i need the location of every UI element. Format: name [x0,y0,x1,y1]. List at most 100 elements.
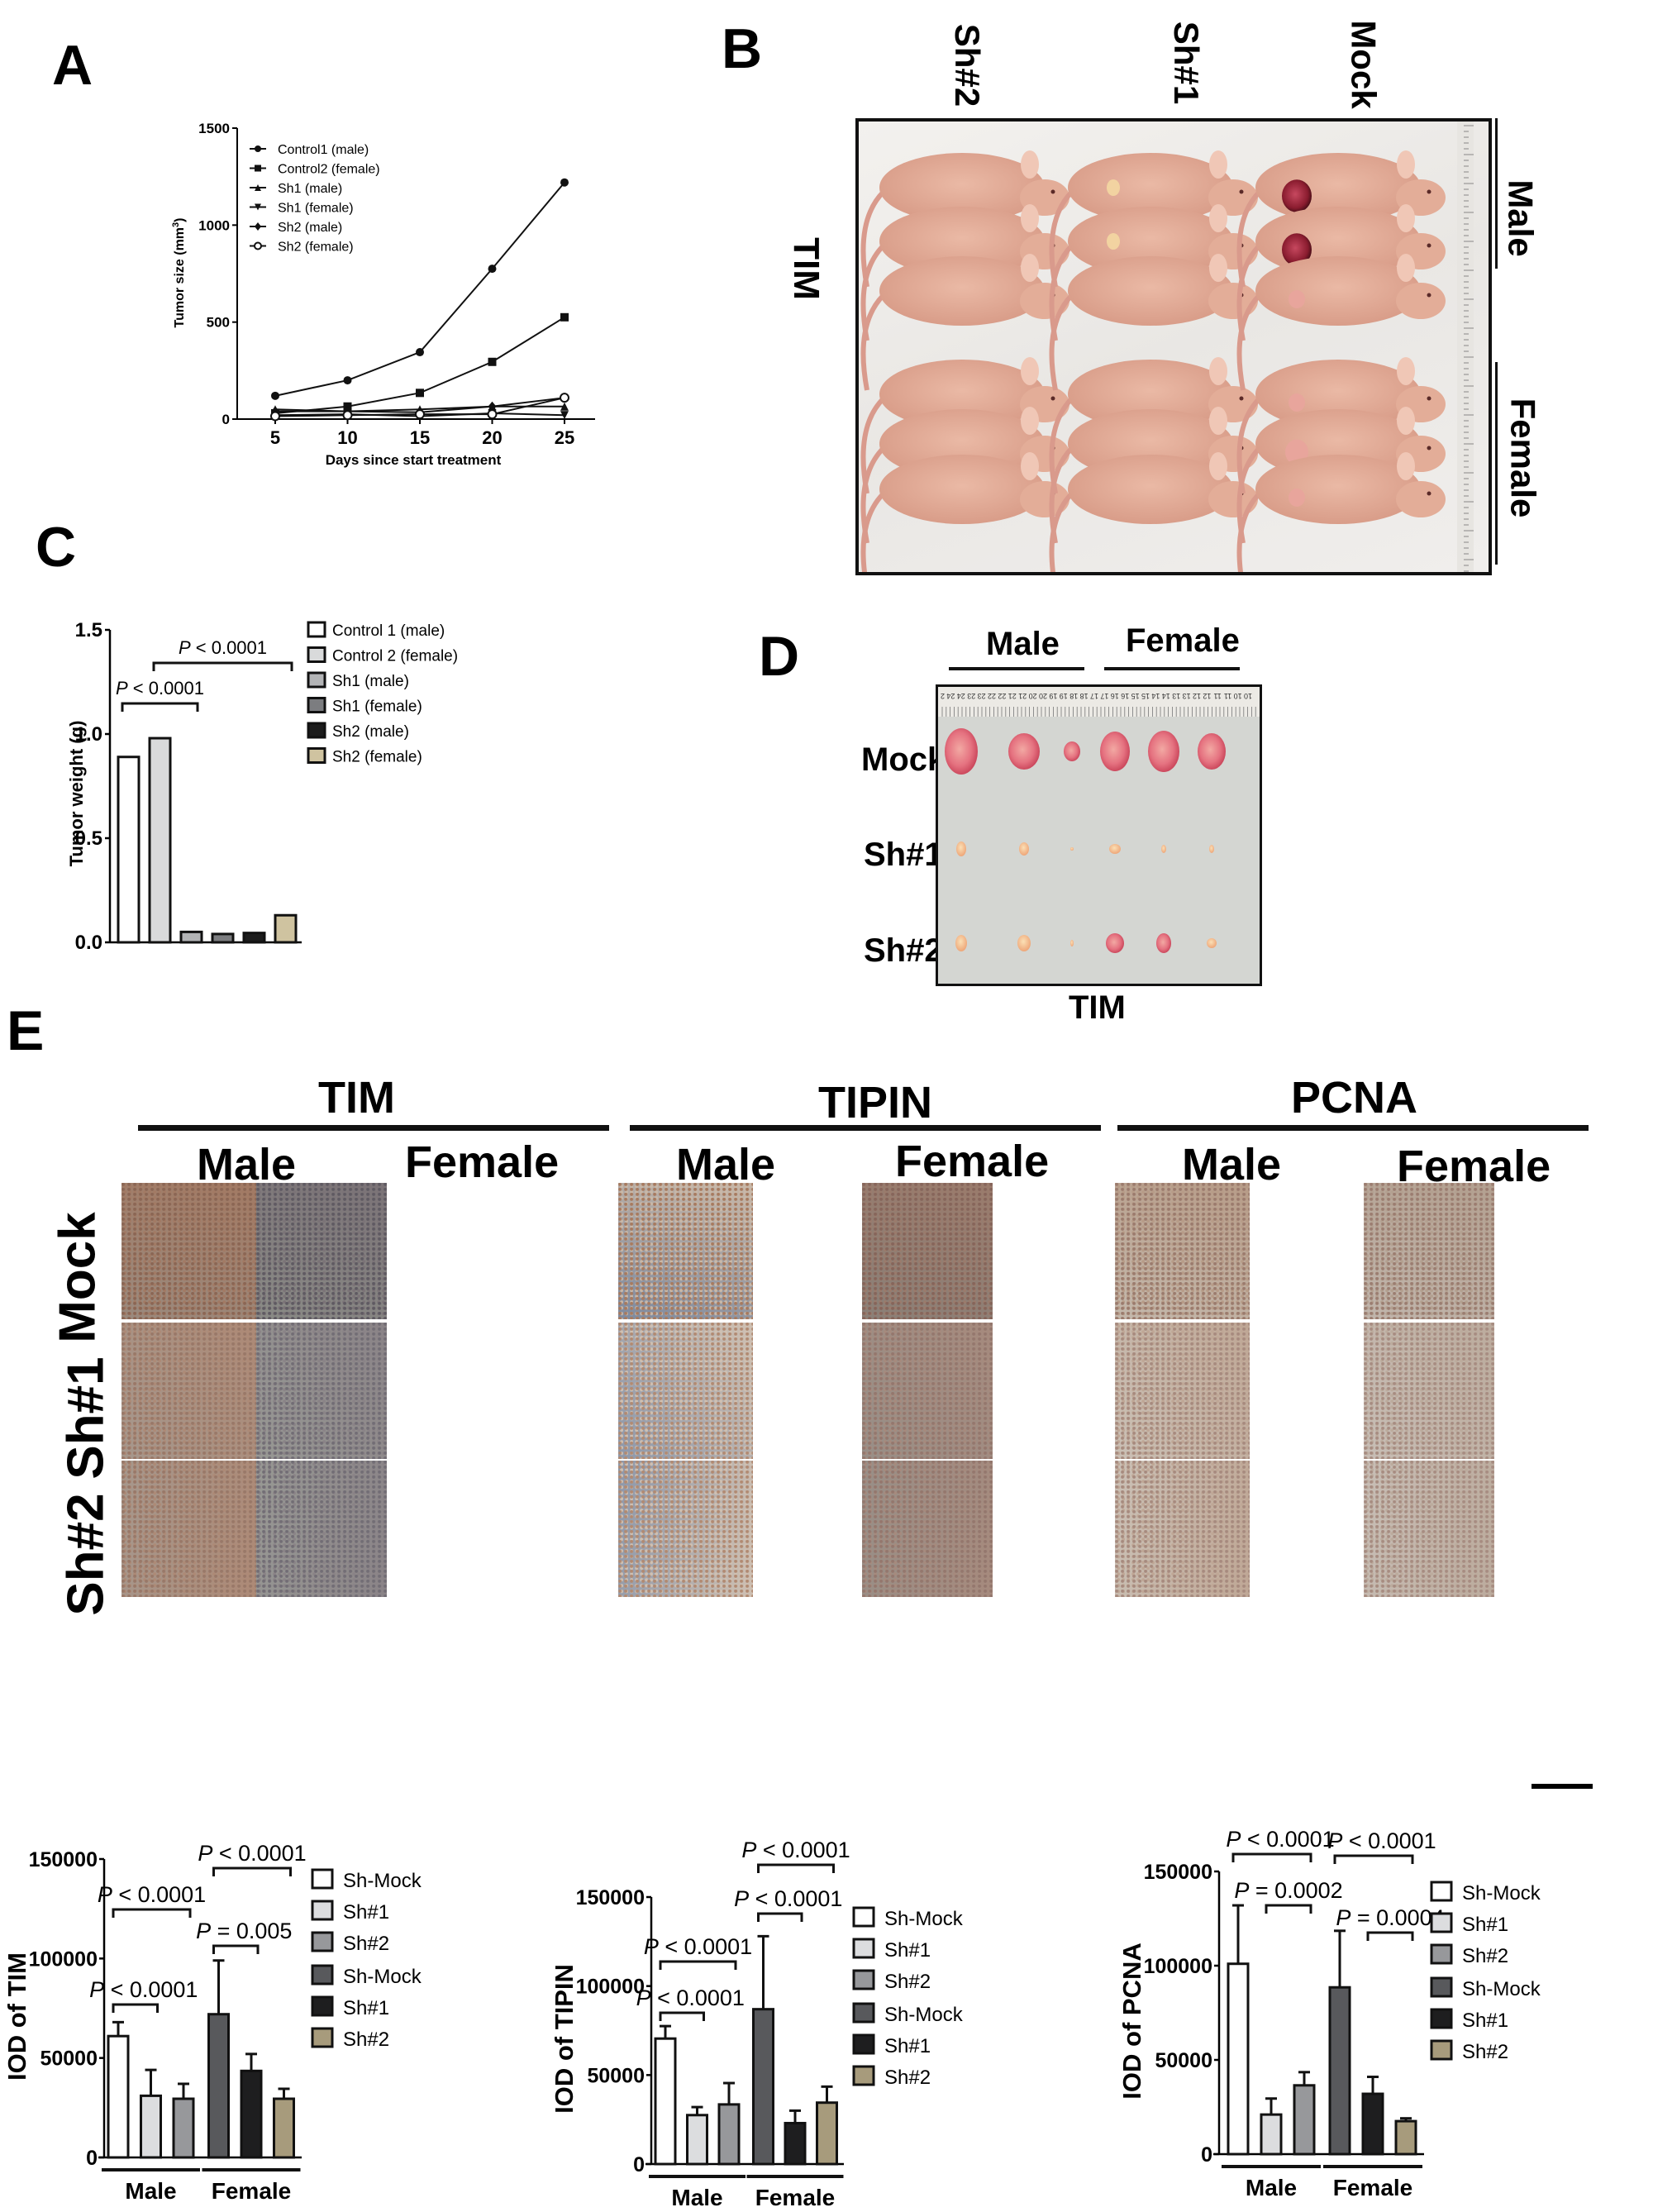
iod-legend-label: Sh#1 [343,1901,389,1924]
panel-e-iod-charts: 0 50000 100000 150000 IOD of TIM Male Female P … [2,1827,1541,2210]
tumor-mock [1148,731,1179,772]
iod-y-tick: 100000 [29,1947,98,1971]
tumor-sh2 [1207,938,1217,948]
ihc-image [1364,1323,1494,1459]
c-p-value: P < 0.0001 [116,678,204,698]
d-male-bracket [949,667,1084,670]
panel-e-letter: E [7,999,45,1062]
iod-y-tick: 0 [1201,2143,1212,2167]
svg-text:18: 18 [1080,692,1089,700]
svg-text:10: 10 [1244,692,1252,700]
iod-chart-E-TIPIN: 0 50000 100000 150000 IOD of TIPIN Male Female… [550,1838,964,2210]
tumor-sh1 [1019,842,1029,856]
svg-text:12: 12 [1203,692,1211,700]
mice-illustration [860,122,1474,572]
iod-sig-bracket [112,1908,192,1918]
iod-p-value: P < 0.0001 [198,1841,306,1866]
iod-legend-label: Sh#2 [343,1933,389,1955]
iod-group-label: Male [1246,2175,1297,2200]
iod-y-tick: 150000 [1144,1861,1212,1884]
scale-bar [1532,1784,1593,1789]
iod-y-tick: 150000 [29,1848,98,1871]
c-sig-bracket [121,702,199,712]
iod-bar [1260,2113,1283,2156]
ihc-image [256,1183,387,1319]
tumor-mock [1198,733,1226,770]
svg-text:23: 23 [978,692,986,700]
iod-group-label: Male [671,2185,722,2210]
a-legend-label: Sh2 (male) [278,221,342,235]
c-bar [242,932,266,944]
ihc-image [1364,1183,1494,1319]
svg-text:19: 19 [1049,692,1057,700]
iod-p-value: P < 0.0001 [741,1838,850,1862]
svg-text:11: 11 [1213,692,1221,700]
ihc-image [1115,1461,1250,1597]
a-x-tick: 20 [482,427,502,448]
iod-p-value: P = 0.0002 [1234,1878,1342,1903]
a-x-tick: 5 [270,427,280,448]
iod-legend-label: Sh#1 [884,1939,931,1962]
c-p-value: P < 0.0001 [179,637,267,658]
iod-group-label: Female [755,2185,836,2210]
tumor-mock [945,728,978,775]
iod-sig-bracket [1231,1852,1312,1862]
iod-sig-bracket [757,1863,835,1873]
svg-text:11: 11 [1224,692,1231,700]
svg-text:22: 22 [998,692,1006,700]
e-group-label-tipin: TIPIN [818,1078,933,1127]
iod-y-tick: 0 [86,2147,98,2170]
tumor-sh2 [1017,935,1031,951]
ihc-image [618,1323,753,1459]
svg-text:17: 17 [1100,692,1108,700]
a-y-tick: 1000 [198,217,230,233]
svg-text:16: 16 [1111,692,1119,700]
mice-photo [855,118,1492,575]
d-row-label-sh1: Sh#1 [864,837,943,873]
svg-text:16: 16 [1121,692,1129,700]
iod-y-tick: 50000 [1155,2049,1212,2072]
d-female-bracket [1104,667,1240,670]
svg-text:13: 13 [1172,692,1180,700]
d-row-label-mock: Mock [861,741,946,778]
iod-bar [207,2013,230,2159]
tumor-sh2 [955,935,967,951]
iod-bar [107,2034,130,2159]
iod-bar [1227,1962,1250,2156]
svg-text:13: 13 [1183,692,1191,700]
tumor-mock [1064,741,1080,761]
e-tim-bracket [138,1125,609,1131]
iod-legend-label: Sh#2 [1462,1945,1508,1967]
iod-bar [1328,1986,1351,2156]
a-x-tick: 15 [410,427,430,448]
a-y-tick: 0 [222,412,230,427]
iod-chart-E-PCNA: 0 50000 100000 150000 IOD of PCNA Male Female P… [1117,1827,1541,2200]
iod-legend-label: Sh#1 [1462,1914,1508,1936]
iod-p-value: P < 0.0001 [89,1977,198,2002]
e-row-label-mock: Mock [49,1212,107,1343]
b-row-label-male: Male [1501,179,1541,257]
iod-p-value: P = 0.0004 [1336,1905,1444,1930]
b-female-bracket [1495,362,1498,565]
iod-p-value: P < 0.0001 [734,1886,842,1911]
iod-p-value: P < 0.0001 [1327,1828,1436,1853]
iod-group-label: Female [1333,2175,1413,2200]
iod-bar [1394,2119,1417,2156]
c-legend-label: Control 2 (female) [332,648,458,665]
d-row-label-sh2: Sh#2 [864,932,943,969]
b-male-bracket [1495,118,1498,269]
e-row-label-sh2: Sh#2 [57,1493,115,1616]
iod-sig-bracket [1366,1931,1414,1941]
c-y-tick: 0.0 [75,932,102,954]
c-bar [148,737,172,944]
iod-sig-bracket [212,1866,292,1876]
iod-sig-bracket [212,1944,260,1954]
ihc-image [862,1461,993,1597]
e-row-label-sh1: Sh#1 [57,1356,115,1480]
svg-text:19: 19 [1060,692,1068,700]
svg-text:2: 2 [941,692,945,700]
a-y-tick: 1500 [198,121,230,136]
svg-text:14: 14 [1162,692,1170,700]
c-legend-label: Sh2 (male) [332,723,409,741]
ihc-image [121,1183,256,1319]
